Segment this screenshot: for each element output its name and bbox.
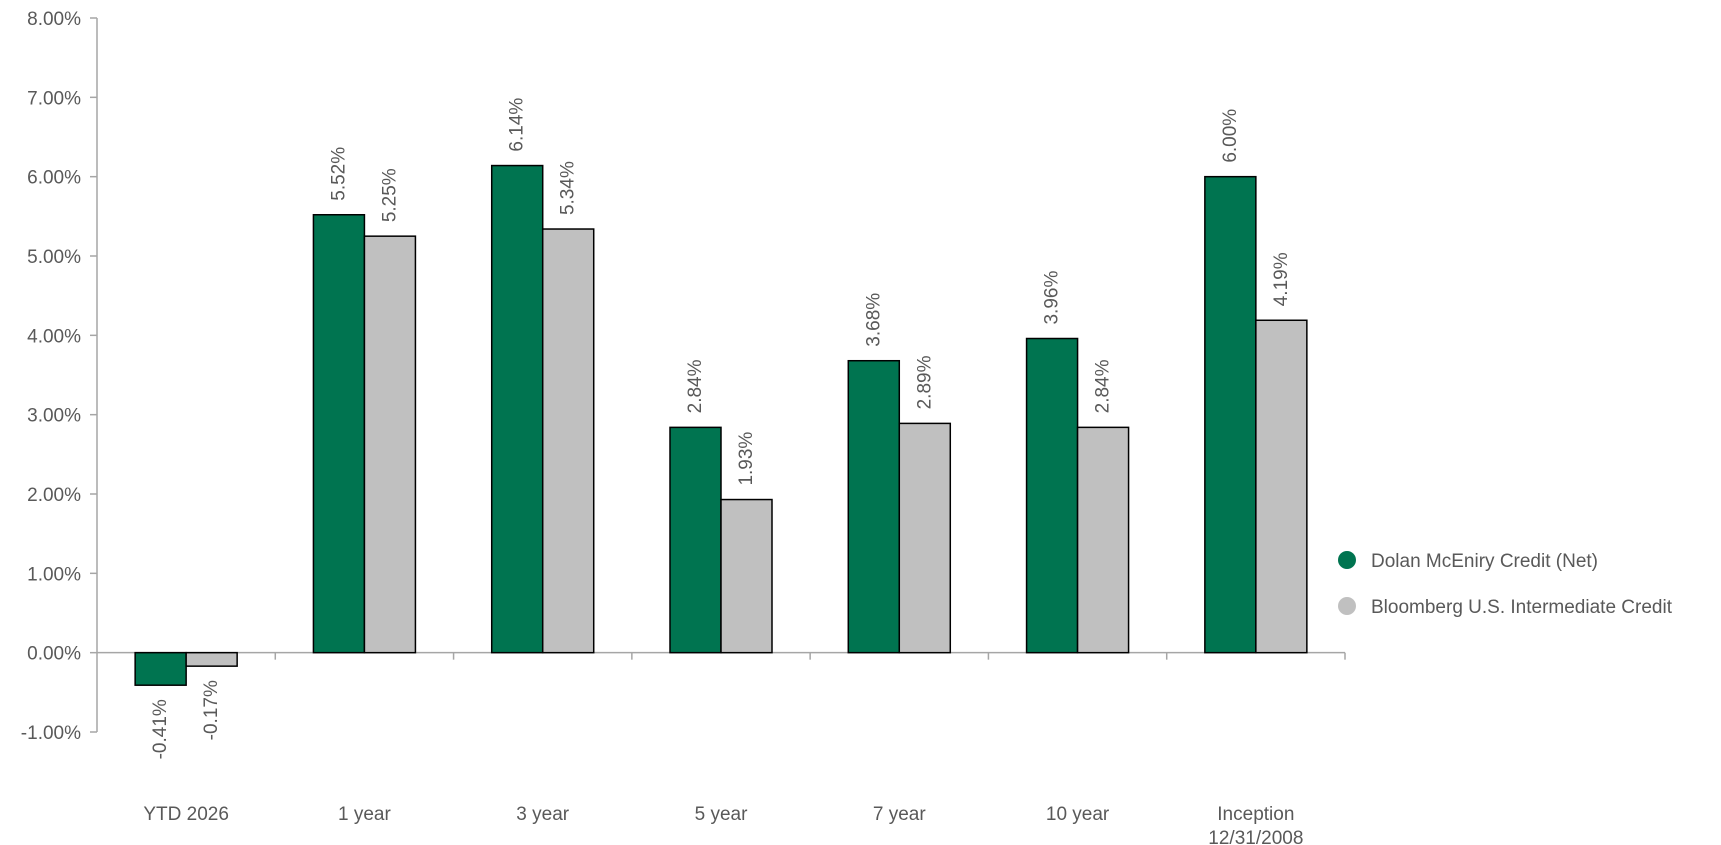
bar-benchmark <box>898 422 952 654</box>
data-label: 2.84% <box>685 359 706 413</box>
legend: Dolan McEniry Credit (Net) Bloomberg U.S.… <box>1338 551 1673 618</box>
data-label: 3.68% <box>863 293 884 347</box>
y-tick-label: 2.00% <box>27 485 81 506</box>
bar-benchmark <box>363 235 417 654</box>
data-label: 2.89% <box>914 355 935 409</box>
data-label: 5.52% <box>328 147 349 201</box>
bar-fund <box>1204 175 1257 654</box>
legend-marker <box>1338 597 1356 615</box>
y-tick-label: 0.00% <box>27 644 81 665</box>
y-tick-label: 6.00% <box>27 168 81 189</box>
bar-benchmark <box>1076 426 1130 654</box>
x-tick-label: 3 year <box>516 804 569 825</box>
bar-benchmark <box>720 498 773 654</box>
legend-label: Bloomberg U.S. Intermediate Credit <box>1371 597 1673 618</box>
x-tick-label: 10 year <box>1046 804 1110 825</box>
y-tick-label: 3.00% <box>27 406 81 427</box>
y-tick-label: 1.00% <box>27 564 81 585</box>
bars <box>134 164 1308 686</box>
x-tick-label: YTD 2026 <box>143 804 229 825</box>
y-tick-label: 4.00% <box>27 326 81 347</box>
bar-benchmark <box>541 228 595 654</box>
data-label: 2.84% <box>1093 359 1114 413</box>
y-tick-label: 7.00% <box>27 88 81 109</box>
bar-fund <box>669 426 722 654</box>
data-label: 6.14% <box>507 98 528 152</box>
legend-marker <box>1338 551 1356 569</box>
x-tick-label: 7 year <box>873 804 926 825</box>
data-label: -0.41% <box>150 699 171 759</box>
data-label: 4.19% <box>1271 252 1292 306</box>
y-tick-label: 8.00% <box>27 9 81 30</box>
bar-benchmark <box>1255 319 1308 654</box>
data-label: 3.96% <box>1042 271 1063 325</box>
legend-label: Dolan McEniry Credit (Net) <box>1371 551 1598 572</box>
y-tick-label: -1.00% <box>21 723 81 744</box>
data-label: 6.00% <box>1220 109 1241 163</box>
data-label: 5.25% <box>379 168 400 222</box>
data-label: 5.34% <box>558 161 579 215</box>
data-label: -0.17% <box>201 680 222 740</box>
x-tick-label: 1 year <box>338 804 391 825</box>
bar-fund <box>1025 337 1079 654</box>
data-labels: -0.41% 5.52% 6.14% 2.84% 3.68% 3.96% 6.00% -0.1… <box>150 98 1292 760</box>
y-tick-label: 5.00% <box>27 247 81 268</box>
x-tick-label: Inception 12/31/2008 <box>1208 804 1303 845</box>
bar-fund <box>312 213 366 654</box>
x-tick-label: 5 year <box>695 804 748 825</box>
bar-benchmark <box>185 651 238 667</box>
data-label: 1.93% <box>736 432 757 486</box>
bar-fund <box>847 359 901 654</box>
bar-fund <box>134 651 187 686</box>
axes: -1.00% 0.00% 1.00% 2.00% 3.00% 4.00% 5.00% 6.00… <box>21 9 1346 845</box>
bar-fund <box>490 164 544 654</box>
